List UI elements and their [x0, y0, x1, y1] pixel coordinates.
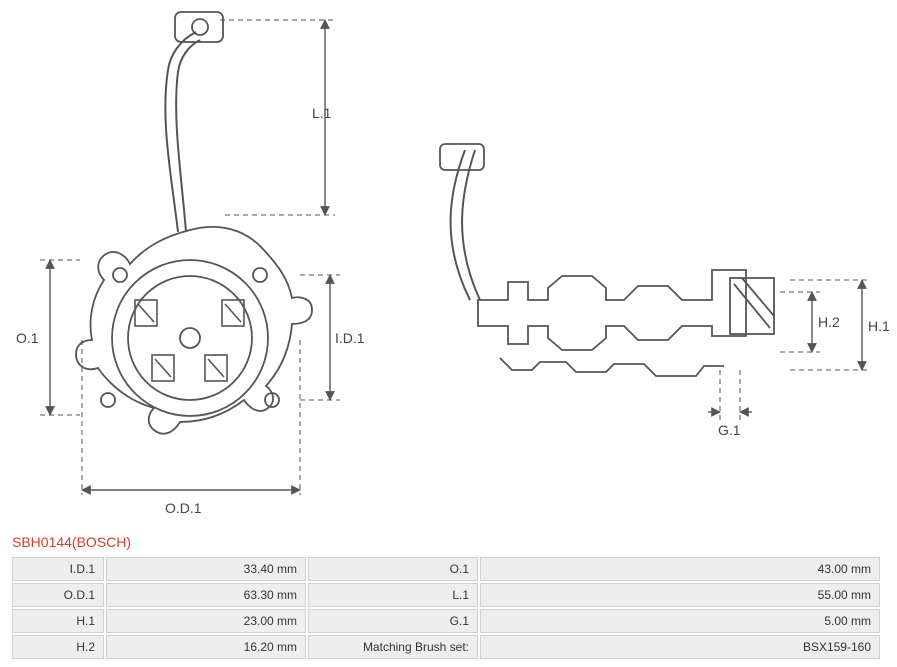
spec-value: 43.00 mm [480, 557, 880, 581]
table-row: O.D.1 63.30 mm L.1 55.00 mm [12, 583, 880, 607]
table-row: H.1 23.00 mm G.1 5.00 mm [12, 609, 880, 633]
spec-value: 33.40 mm [106, 557, 306, 581]
spec-key: O.D.1 [12, 583, 104, 607]
spec-table: I.D.1 33.40 mm O.1 43.00 mm O.D.1 63.30 … [10, 555, 882, 661]
spec-value: 63.30 mm [106, 583, 306, 607]
spec-value: 23.00 mm [106, 609, 306, 633]
dim-label-l1: L.1 [312, 105, 331, 121]
dim-label-h2: H.2 [818, 314, 840, 330]
spec-value: 5.00 mm [480, 609, 880, 633]
technical-drawing-area: L.1 O.D.1 I.D.1 O.1 H.1 H.2 G.1 [0, 0, 897, 530]
spec-key: L.1 [308, 583, 478, 607]
dim-label-h1: H.1 [868, 318, 890, 334]
spec-key: H.1 [12, 609, 104, 633]
spec-key: I.D.1 [12, 557, 104, 581]
spec-key: H.2 [12, 635, 104, 659]
dim-label-id1: I.D.1 [335, 330, 365, 346]
table-row: H.2 16.20 mm Matching Brush set: BSX159-… [12, 635, 880, 659]
spec-key: Matching Brush set: [308, 635, 478, 659]
dim-label-g1: G.1 [718, 422, 741, 438]
dim-label-o1: O.1 [16, 330, 39, 346]
spec-value: 55.00 mm [480, 583, 880, 607]
spec-key: G.1 [308, 609, 478, 633]
spec-value: BSX159-160 [480, 635, 880, 659]
spec-value: 16.20 mm [106, 635, 306, 659]
dim-label-od1: O.D.1 [165, 500, 202, 516]
drawing-svg [0, 0, 897, 530]
part-title: SBH0144(BOSCH) [12, 534, 131, 550]
spec-key: O.1 [308, 557, 478, 581]
table-row: I.D.1 33.40 mm O.1 43.00 mm [12, 557, 880, 581]
